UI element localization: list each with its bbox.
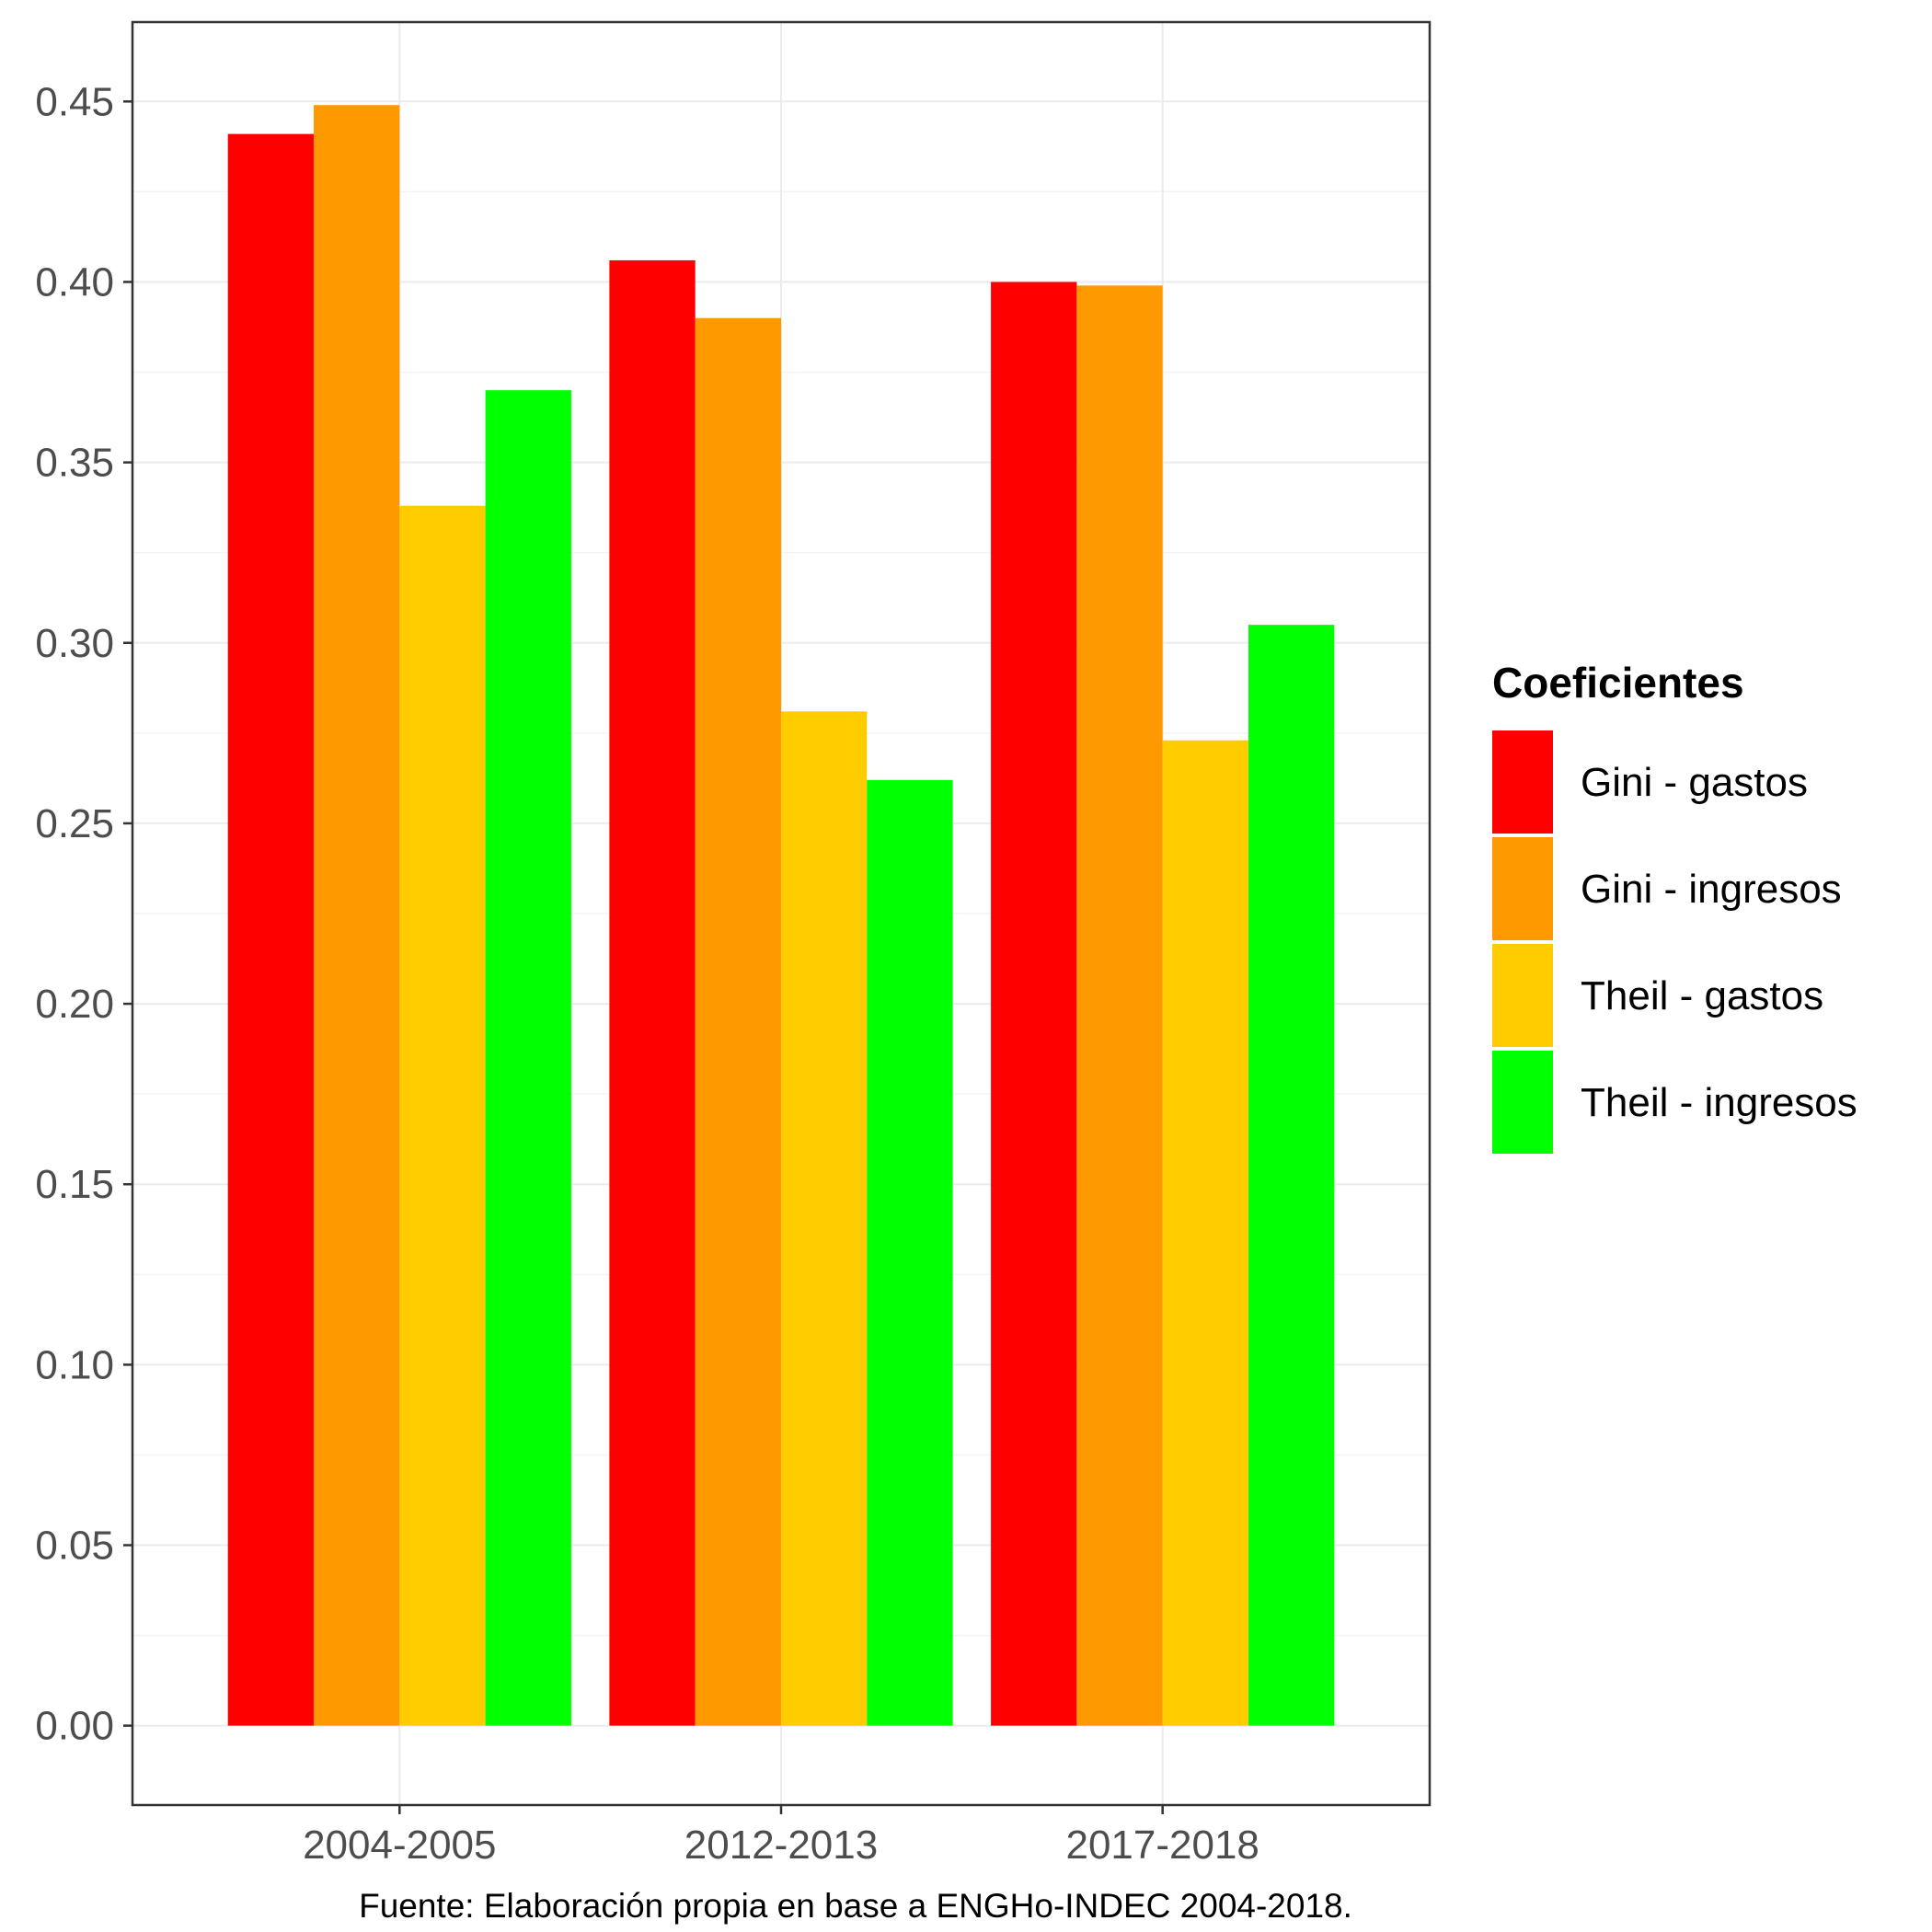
bar bbox=[609, 259, 696, 1726]
y-tick-label: 0.30 bbox=[35, 621, 114, 666]
bar bbox=[867, 779, 953, 1726]
x-tick-label: 2012-2013 bbox=[684, 1823, 878, 1868]
legend-key bbox=[1492, 837, 1553, 940]
y-tick-label: 0.15 bbox=[35, 1162, 114, 1207]
y-tick-label: 0.10 bbox=[35, 1342, 114, 1387]
legend-label: Gini - gastos bbox=[1581, 760, 1808, 805]
y-tick-label: 0.40 bbox=[35, 259, 114, 305]
x-axis: 2004-2005 2012-2013 2017-2018 bbox=[303, 1805, 1259, 1868]
y-tick-label: 0.25 bbox=[35, 801, 114, 846]
x-tick-label: 2017-2018 bbox=[1065, 1823, 1259, 1868]
bar bbox=[1248, 625, 1335, 1726]
legend-label: Gini - ingresos bbox=[1581, 867, 1842, 912]
legend-label: Theil - ingresos bbox=[1581, 1080, 1857, 1125]
legend-title: Coeficientes bbox=[1492, 659, 1744, 707]
legend: Coeficientes Gini - gastos Gini - ingreso… bbox=[1492, 659, 1857, 1154]
legend-key bbox=[1492, 730, 1553, 834]
bar bbox=[1076, 285, 1163, 1726]
bar bbox=[227, 133, 314, 1726]
y-tick-label: 0.35 bbox=[35, 441, 114, 486]
y-tick-label: 0.20 bbox=[35, 982, 114, 1027]
bar bbox=[781, 711, 868, 1726]
y-tick-label: 0.05 bbox=[35, 1524, 114, 1569]
caption: Fuente: Elaboración propia en base a ENG… bbox=[359, 1887, 1352, 1925]
bar bbox=[991, 282, 1077, 1726]
legend-key bbox=[1492, 1051, 1553, 1154]
bar bbox=[695, 317, 781, 1726]
x-tick-label: 2004-2005 bbox=[303, 1823, 496, 1868]
bar bbox=[485, 390, 571, 1726]
legend-label: Theil - gastos bbox=[1581, 973, 1823, 1018]
y-axis: 0.00 0.05 0.10 0.15 0.20 0.25 0.30 0.35 0.40 0.45 bbox=[35, 79, 132, 1749]
bar bbox=[1162, 740, 1249, 1726]
y-tick-label: 0.00 bbox=[35, 1704, 114, 1749]
bars bbox=[227, 105, 1335, 1726]
y-tick-label: 0.45 bbox=[35, 79, 114, 124]
bar bbox=[313, 105, 400, 1726]
bar bbox=[399, 505, 486, 1726]
legend-key bbox=[1492, 944, 1553, 1047]
